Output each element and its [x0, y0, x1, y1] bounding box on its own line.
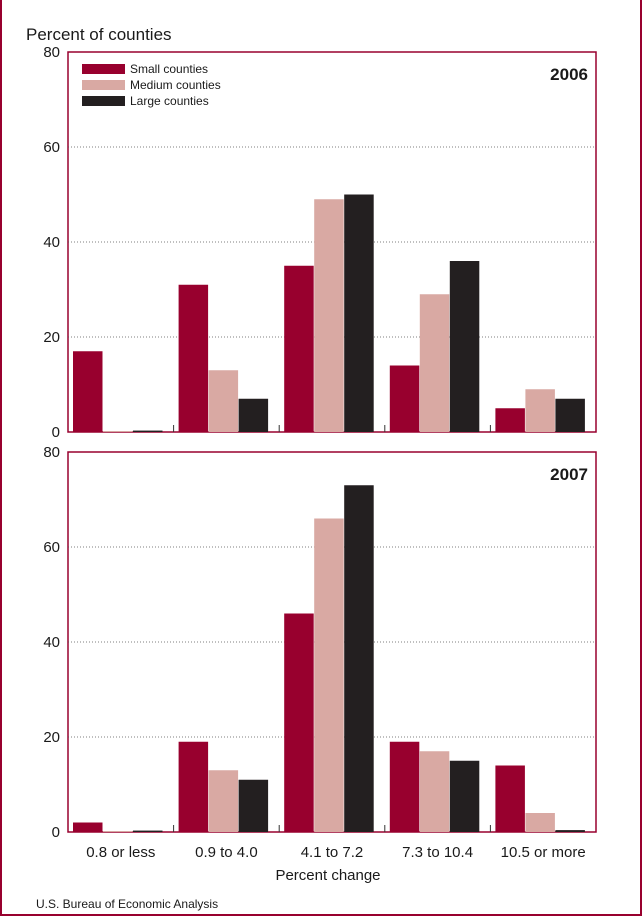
- bar-2007-large-counties-4-1-to-7-2: [344, 485, 374, 832]
- x-tick-label-4-1-to-7-2: 4.1 to 7.2: [301, 844, 364, 861]
- x-axis-label: Percent change: [275, 867, 380, 884]
- bar-2007-medium-counties-4-1-to-7-2: [314, 518, 344, 832]
- x-tick-label-10-5-or-more: 10.5 or more: [501, 844, 586, 861]
- panel-title-2007: 2007: [550, 465, 588, 484]
- bar-2007-large-counties-0-8-or-less: [133, 830, 163, 832]
- category-labels: 0.8 or less 0.9 to 4.0 4.1 to 7.2 7.3 to 10…: [86, 844, 586, 861]
- y-tick-label-2007-60: 60: [43, 539, 60, 556]
- chart-panel-2007: 0 20 40 60 80 2007: [43, 444, 597, 841]
- bar-2006-large-counties-10-5-or-more: [555, 398, 585, 432]
- panel-title-2006: 2006: [550, 65, 588, 84]
- bar-2006-large-counties-0-8-or-less: [133, 430, 163, 432]
- chart-panel-2006: 0 20 40 60 80 2006 Small counties Medium coun…: [43, 44, 597, 441]
- bar-2007-small-counties-0-8-or-less: [73, 822, 103, 832]
- legend-swatch-small-counties: [82, 64, 125, 74]
- legend-swatch-large-counties: [82, 96, 125, 106]
- y-tick-label-2006-80: 80: [43, 44, 60, 61]
- bar-2006-small-counties-7-3-to-10-4: [389, 365, 420, 432]
- source-note: U.S. Bureau of Economic Analysis: [36, 897, 218, 911]
- bar-2006-medium-counties-4-1-to-7-2: [314, 199, 344, 432]
- bar-2006-small-counties-4-1-to-7-2: [284, 265, 314, 432]
- bar-2007-large-counties-0-9-to-4-0: [238, 779, 269, 832]
- bar-2006-medium-counties-0-8-or-less: [103, 431, 133, 432]
- bar-2007-small-counties-4-1-to-7-2: [284, 613, 314, 832]
- bar-2007-large-counties-10-5-or-more: [555, 830, 585, 832]
- bar-2006-large-counties-0-9-to-4-0: [238, 398, 269, 432]
- bar-2006-medium-counties-7-3-to-10-4: [419, 294, 450, 432]
- bar-2006-large-counties-4-1-to-7-2: [344, 194, 374, 432]
- bar-2007-medium-counties-7-3-to-10-4: [419, 751, 450, 832]
- y-tick-label-2006-60: 60: [43, 139, 60, 156]
- bar-2006-medium-counties-10-5-or-more: [525, 389, 555, 432]
- bar-2006-small-counties-10-5-or-more: [495, 408, 525, 432]
- bar-2007-medium-counties-0-9-to-4-0: [208, 770, 239, 832]
- bar-2007-large-counties-7-3-to-10-4: [449, 760, 480, 832]
- y-tick-label-2007-0: 0: [52, 824, 60, 841]
- bar-2007-small-counties-10-5-or-more: [495, 765, 525, 832]
- x-tick-label-0-8-or-less: 0.8 or less: [86, 844, 155, 861]
- y-tick-label-2007-20: 20: [43, 729, 60, 746]
- legend-label-small-counties: Small counties: [130, 62, 208, 76]
- y-axis-label: Percent of counties: [26, 25, 172, 44]
- bar-2006-large-counties-7-3-to-10-4: [449, 261, 480, 432]
- bar-2007-small-counties-0-9-to-4-0: [178, 741, 209, 832]
- bar-2007-medium-counties-0-8-or-less: [103, 831, 133, 832]
- bar-2007-medium-counties-10-5-or-more: [525, 813, 555, 832]
- y-tick-label-2006-20: 20: [43, 329, 60, 346]
- bar-2006-small-counties-0-9-to-4-0: [178, 284, 209, 432]
- bar-2006-medium-counties-0-9-to-4-0: [208, 370, 239, 432]
- bar-2006-small-counties-0-8-or-less: [73, 351, 103, 432]
- legend-label-medium-counties: Medium counties: [130, 78, 221, 92]
- x-tick-label-7-3-to-10-4: 7.3 to 10.4: [402, 844, 473, 861]
- legend-swatch-medium-counties: [82, 80, 125, 90]
- y-tick-label-2007-40: 40: [43, 634, 60, 651]
- x-tick-label-0-9-to-4-0: 0.9 to 4.0: [195, 844, 258, 861]
- legend-label-large-counties: Large counties: [130, 94, 209, 108]
- bar-2007-small-counties-7-3-to-10-4: [389, 741, 420, 832]
- y-tick-label-2006-0: 0: [52, 424, 60, 441]
- legend: Small counties Medium counties Large count…: [82, 62, 221, 108]
- y-tick-label-2006-40: 40: [43, 234, 60, 251]
- y-tick-label-2007-80: 80: [43, 444, 60, 461]
